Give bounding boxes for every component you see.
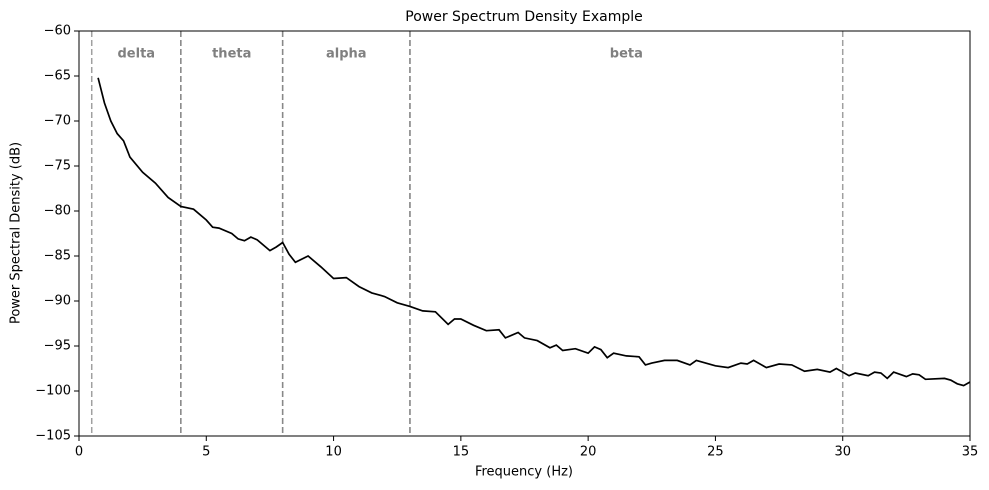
x-tick-label: 25 — [707, 445, 724, 460]
y-tick-label: −60 — [44, 24, 71, 39]
y-tick-label: −100 — [35, 384, 71, 399]
x-tick-label: 5 — [202, 445, 210, 460]
plot-frame — [78, 30, 971, 437]
band-label: delta — [117, 47, 155, 62]
y-tick-label: −65 — [44, 69, 71, 84]
x-tick-label: 35 — [962, 445, 979, 460]
y-tick-label: −95 — [44, 339, 71, 354]
x-tick-label: 10 — [325, 445, 342, 460]
band-label: theta — [212, 47, 251, 62]
psd-line — [97, 77, 971, 387]
y-tick-label: −75 — [44, 159, 71, 174]
band-label: alpha — [326, 47, 367, 62]
x-tick-label: 30 — [834, 445, 851, 460]
y-tick-label: −80 — [44, 204, 71, 219]
y-tick-label: −85 — [44, 249, 71, 264]
y-tick-label: −90 — [44, 294, 71, 309]
y-tick-label: −105 — [35, 429, 71, 444]
y-axis-label: Power Spectral Density (dB) — [9, 142, 24, 324]
band-label: beta — [610, 47, 643, 62]
x-tick-label: 15 — [453, 445, 470, 460]
x-axis-label: Frequency (Hz) — [475, 465, 573, 480]
chart-title: Power Spectrum Density Example — [405, 9, 642, 25]
x-tick-label: 20 — [580, 445, 597, 460]
y-tick-label: −70 — [44, 114, 71, 129]
x-tick-label: 0 — [75, 445, 83, 460]
